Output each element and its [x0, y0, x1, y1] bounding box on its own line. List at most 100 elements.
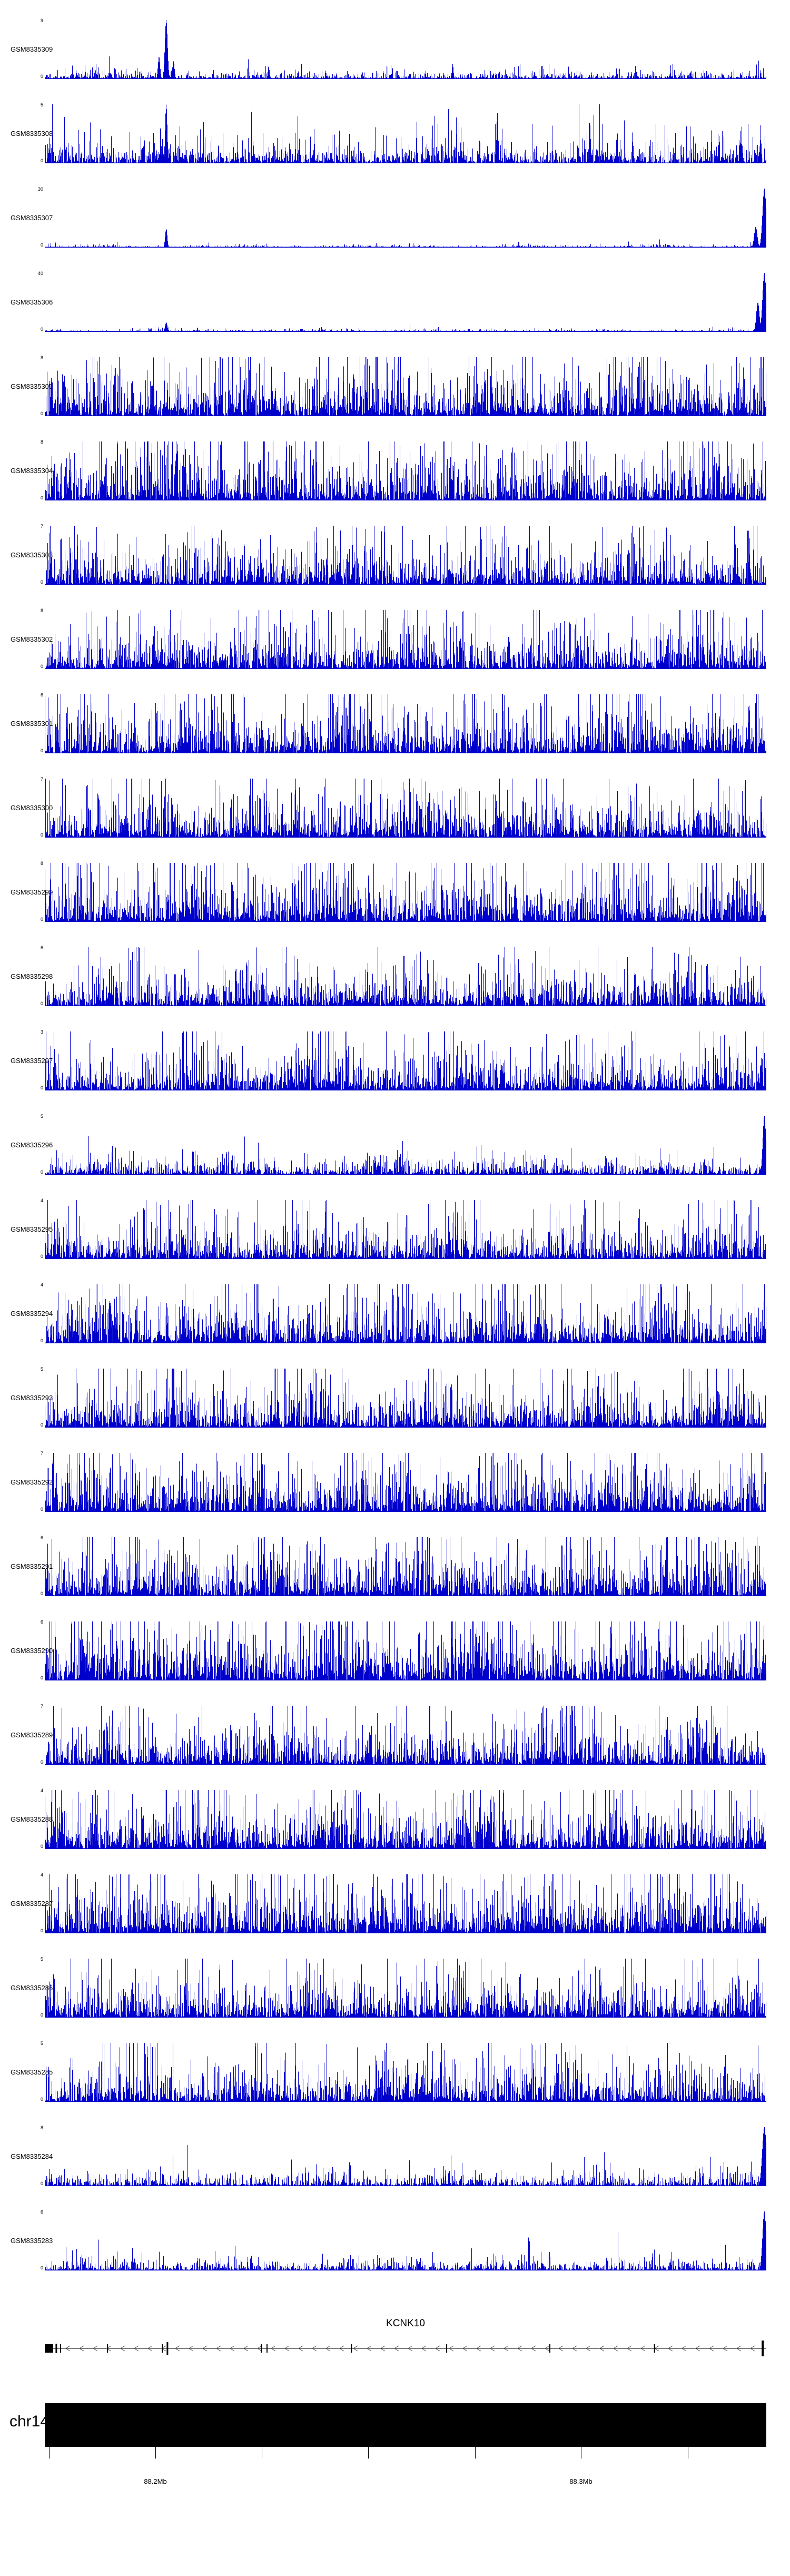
strand-arrow-left-icon — [435, 2345, 440, 2352]
signal-bars — [45, 104, 766, 163]
exon-tick — [351, 2344, 352, 2353]
signal-bars — [45, 1200, 766, 1259]
track-label: GSM8335284 — [11, 2152, 53, 2160]
y-axis-max: 5 — [40, 1114, 43, 1119]
y-axis-max: 6 — [40, 1619, 43, 1625]
y-axis-min: 0 — [40, 1928, 43, 1933]
y-axis-max: 8 — [40, 2125, 43, 2130]
track-label: GSM8335290 — [11, 1647, 53, 1655]
track-label: GSM8335294 — [11, 1310, 53, 1318]
track-label: GSM8335296 — [11, 1141, 53, 1149]
track-label: GSM8335303 — [11, 551, 53, 559]
y-axis-min: 0 — [40, 1001, 43, 1006]
signal-track-row: GSM8335290 6 0 — [0, 1619, 790, 1706]
ruler-coordinate-label: 88.2Mb — [144, 2477, 167, 2485]
signal-plot — [45, 441, 766, 500]
signal-plot — [45, 357, 766, 416]
strand-arrow-left-icon — [380, 2345, 386, 2352]
strand-arrow-left-icon — [490, 2345, 495, 2352]
signal-plot — [45, 863, 766, 922]
ruler-tick — [155, 2447, 156, 2459]
strand-arrow-left-icon — [161, 2345, 166, 2352]
strand-arrow-left-icon — [189, 2345, 194, 2352]
strand-arrow-left-icon — [339, 2345, 344, 2352]
track-label: GSM8335298 — [11, 972, 53, 980]
signal-track-row: GSM8335294 4 0 — [0, 1282, 790, 1369]
ruler-tick — [49, 2447, 50, 2459]
track-label: GSM8335291 — [11, 1562, 53, 1570]
signal-track-row: GSM8335301 6 0 — [0, 692, 790, 779]
y-axis-max: 7 — [40, 776, 43, 782]
signal-bars — [45, 2043, 766, 2102]
strand-arrow-left-icon — [65, 2345, 71, 2352]
strand-arrow-left-icon — [736, 2345, 742, 2352]
signal-track-row: GSM8335284 8 0 — [0, 2125, 790, 2211]
signal-plot — [45, 526, 766, 585]
signal-track-row: GSM8335298 6 0 — [0, 945, 790, 1031]
track-label: GSM8335287 — [11, 1900, 53, 1908]
signal-plot — [45, 1959, 766, 2018]
y-axis-min: 0 — [40, 1675, 43, 1680]
exon-tick — [261, 2344, 262, 2353]
signal-plot — [45, 1706, 766, 1765]
signal-plot — [45, 1284, 766, 1343]
signal-bars — [45, 1116, 766, 1175]
strand-arrow-left-icon — [202, 2345, 208, 2352]
signal-track-row: GSM8335309 9 0 — [0, 18, 790, 104]
y-axis-min: 0 — [40, 2265, 43, 2270]
ruler-tick — [475, 2447, 476, 2459]
signal-bars — [45, 610, 766, 669]
y-axis-max: 4 — [40, 1872, 43, 1877]
strand-arrow-left-icon — [627, 2345, 632, 2352]
exon-tick — [55, 2344, 57, 2353]
strand-arrow-left-icon — [284, 2345, 290, 2352]
exon-tick — [266, 2344, 268, 2353]
signal-bars — [45, 1874, 766, 1933]
signal-bars — [45, 357, 766, 416]
signal-plot — [45, 1200, 766, 1259]
exon-tick — [549, 2344, 550, 2353]
strand-arrow-left-icon — [449, 2345, 454, 2352]
ruler-tick — [368, 2447, 369, 2459]
signal-bars — [45, 2211, 766, 2270]
y-axis-min: 0 — [40, 917, 43, 922]
signal-track-row: GSM8335299 8 0 — [0, 861, 790, 947]
strand-arrow-left-icon — [79, 2345, 84, 2352]
y-axis-min: 0 — [40, 411, 43, 416]
signal-track-row: GSM8335296 5 0 — [0, 1114, 790, 1200]
y-axis-min: 0 — [40, 1759, 43, 1765]
track-label: GSM8335292 — [11, 1478, 53, 1486]
signal-bars — [45, 441, 766, 500]
strand-arrow-left-icon — [695, 2345, 700, 2352]
ruler-coordinate-label: 88.3Mb — [569, 2477, 592, 2485]
track-label: GSM8335302 — [11, 635, 53, 643]
signal-track-row: GSM8335285 5 0 — [0, 2041, 790, 2127]
y-axis-max: 6 — [40, 945, 43, 950]
signal-bars — [45, 1706, 766, 1765]
signal-track-row: GSM8335297 3 0 — [0, 1029, 790, 1116]
track-label: GSM8335305 — [11, 382, 53, 390]
exon-tick — [446, 2344, 448, 2353]
signal-track-row: GSM8335304 8 0 — [0, 439, 790, 526]
strand-arrow-left-icon — [325, 2345, 331, 2352]
y-axis-min: 0 — [40, 1422, 43, 1428]
y-axis-max: 8 — [40, 608, 43, 613]
signal-track-row: GSM8335287 4 0 — [0, 1872, 790, 1959]
exon-tick — [60, 2344, 62, 2353]
y-axis-max: 4 — [40, 1198, 43, 1203]
signal-track-row: GSM8335291 6 0 — [0, 1535, 790, 1621]
strand-arrow-left-icon — [531, 2345, 536, 2352]
track-label: GSM8335309 — [11, 45, 53, 53]
signal-track-row: GSM8335306 40 0 — [0, 271, 790, 357]
signal-track-row: GSM8335307 30 0 — [0, 186, 790, 273]
signal-plot — [45, 1453, 766, 1512]
signal-track-row: GSM8335300 7 0 — [0, 776, 790, 863]
track-label: GSM8335288 — [11, 1815, 53, 1823]
strand-arrow-left-icon — [147, 2345, 153, 2352]
strand-arrow-left-icon — [476, 2345, 481, 2352]
track-label: GSM8335285 — [11, 2068, 53, 2076]
exon-tick — [107, 2344, 108, 2353]
signal-track-row: GSM8335286 5 0 — [0, 1956, 790, 2043]
track-label: GSM8335289 — [11, 1731, 53, 1739]
signal-plot — [45, 1790, 766, 1849]
